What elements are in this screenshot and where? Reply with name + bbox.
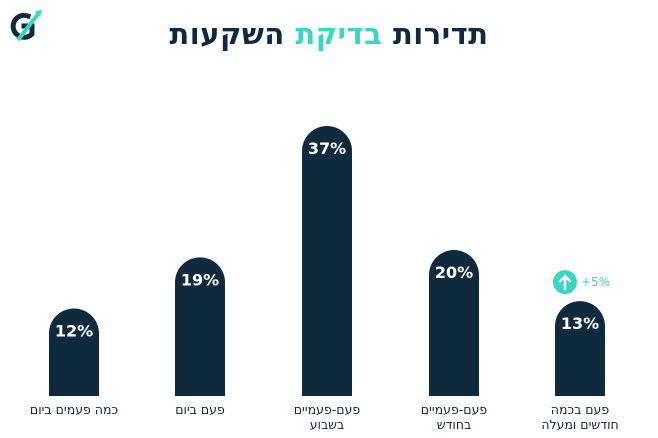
title-part-2-highlight: בדיקת <box>295 17 383 51</box>
bar-3 <box>302 126 352 396</box>
category-label-5-line-2: חודשים ומעלה <box>541 417 618 432</box>
value-label-1: 12% <box>55 321 93 340</box>
category-label-5-line-1: פעם בכמה <box>551 402 610 417</box>
value-label-5: 13% <box>561 314 599 333</box>
brand-logo-icon <box>10 10 42 42</box>
value-label-3: 37% <box>308 139 346 158</box>
category-label-3-line-1: פעם-פעמיים <box>294 402 361 417</box>
value-label-4: 20% <box>435 263 473 282</box>
bar-2 <box>175 257 225 396</box>
bar-5 <box>555 301 605 396</box>
bar-1 <box>49 308 99 396</box>
category-label-4-line-1: פעם-פעמיים <box>421 402 488 417</box>
category-label-2-line-1: פעם ביום <box>175 402 225 417</box>
category-label-4-line-2: בחודש <box>437 417 471 432</box>
chart-title: תדירות בדיקת השקעות <box>0 16 658 52</box>
change-annotation-label: +5% <box>581 275 610 289</box>
title-part-3: השקעות <box>169 17 285 51</box>
category-label-1-line-1: כמה פעמים ביום <box>30 402 118 417</box>
bar-4 <box>429 250 479 396</box>
arrow-up-glyph <box>558 274 572 291</box>
category-label-3-line-2: בשבוע <box>310 417 345 432</box>
change-annotation: +5% <box>553 270 610 295</box>
title-part-1: תדירות <box>392 17 489 51</box>
value-label-2: 19% <box>181 270 219 289</box>
